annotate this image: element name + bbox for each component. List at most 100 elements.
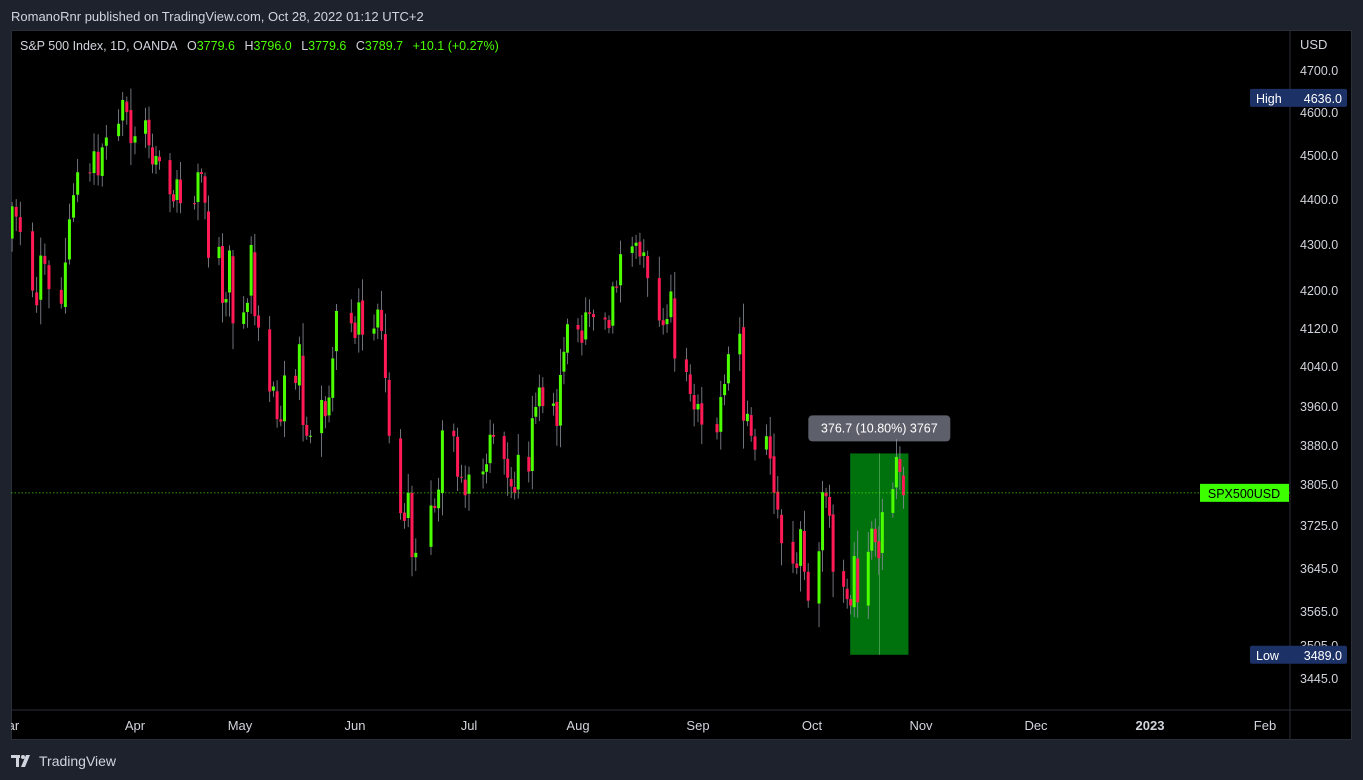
candle	[562, 336, 566, 385]
candle	[158, 150, 161, 170]
candle	[14, 199, 18, 232]
candle	[492, 423, 496, 444]
candle	[76, 158, 80, 203]
change-value: +10.1 (+0.27%)	[412, 39, 499, 53]
price-chart[interactable]: USD 4700.0 4600.0 4500.0 4400.0 4300.0 4200.0 4…	[11, 30, 1352, 740]
y-tick-label: 3725.0	[1300, 519, 1338, 533]
candle	[852, 542, 856, 618]
x-tick-label: Jun	[345, 718, 366, 733]
candle	[619, 240, 623, 303]
candle	[661, 308, 665, 335]
candle	[856, 530, 860, 618]
candle	[591, 309, 595, 331]
candle	[753, 428, 757, 461]
candle	[558, 348, 562, 448]
candle	[437, 477, 441, 522]
candle	[791, 520, 795, 574]
candle	[877, 526, 881, 575]
candle	[806, 563, 810, 608]
candle	[147, 106, 151, 159]
candle	[104, 125, 108, 160]
candle	[485, 453, 489, 484]
candle	[399, 429, 403, 520]
candle	[406, 474, 410, 528]
candle	[200, 168, 203, 183]
candle	[168, 152, 172, 213]
chart-frame[interactable]	[11, 30, 1352, 740]
candle	[513, 471, 517, 500]
candle	[880, 499, 884, 571]
candle	[257, 305, 261, 341]
candle	[673, 272, 677, 372]
overlay-layer: SPX500USD High 4636.0 Low 3489.0	[11, 88, 1347, 664]
ohlc-legend: S&P 500 Index, 1D, OANDA O3779.6 H3796.0…	[20, 39, 499, 53]
candle	[509, 466, 513, 499]
low-marker: Low 3489.0	[1250, 645, 1347, 664]
candle	[410, 485, 414, 577]
candle	[253, 234, 257, 326]
candle	[39, 237, 43, 325]
candle	[611, 281, 615, 334]
candle	[646, 250, 650, 297]
low-value: 3779.6	[308, 39, 347, 53]
candle	[327, 385, 331, 423]
candle	[551, 392, 555, 416]
candle	[824, 487, 828, 509]
candle	[530, 395, 534, 490]
candle	[456, 427, 460, 491]
y-tick-label: 3960.0	[1300, 400, 1338, 414]
x-tick-label: Nov	[909, 718, 933, 733]
candle	[719, 380, 723, 450]
candle	[172, 189, 175, 208]
y-tick-label: 4600.0	[1300, 106, 1338, 120]
candle	[228, 245, 231, 317]
candle	[349, 299, 353, 333]
candle	[387, 372, 391, 444]
candle	[452, 423, 456, 452]
candle	[279, 405, 283, 427]
candle	[749, 407, 753, 442]
candle	[231, 249, 235, 350]
candle	[323, 396, 327, 429]
candle	[842, 559, 846, 603]
candle	[433, 498, 437, 513]
candle	[772, 433, 776, 515]
candle	[657, 256, 661, 327]
candle	[193, 195, 196, 210]
candle	[88, 163, 92, 182]
high-marker-label: High	[1256, 92, 1282, 106]
candle	[873, 518, 877, 557]
candle	[715, 417, 719, 440]
candle	[31, 222, 35, 298]
candle	[849, 594, 853, 615]
candle	[615, 280, 619, 293]
footer: TradingView	[11, 750, 116, 772]
measure-layer: 376.7 (10.80%) 3767	[808, 415, 951, 655]
candle	[380, 290, 384, 340]
candle	[221, 233, 224, 323]
candle	[117, 109, 121, 141]
candle	[828, 484, 832, 528]
candle	[271, 381, 275, 397]
candle	[18, 201, 22, 246]
candle	[866, 532, 870, 619]
candle	[541, 377, 545, 414]
candle	[799, 521, 803, 592]
candle	[776, 476, 780, 519]
candle	[203, 172, 207, 220]
x-tick-label: Mar	[11, 718, 20, 733]
candle	[768, 416, 772, 475]
candle	[638, 232, 642, 265]
candle	[745, 400, 749, 427]
candle	[196, 163, 200, 221]
candle	[35, 276, 39, 313]
candle	[742, 303, 746, 449]
candle	[527, 441, 531, 483]
candle	[516, 434, 520, 499]
candle	[603, 312, 607, 330]
current-price-symbol: SPX500USD	[1208, 487, 1280, 501]
tradingview-logo-icon[interactable]	[11, 754, 33, 768]
candle	[11, 201, 14, 252]
candle	[481, 458, 485, 489]
tradingview-brand[interactable]: TradingView	[39, 753, 117, 769]
